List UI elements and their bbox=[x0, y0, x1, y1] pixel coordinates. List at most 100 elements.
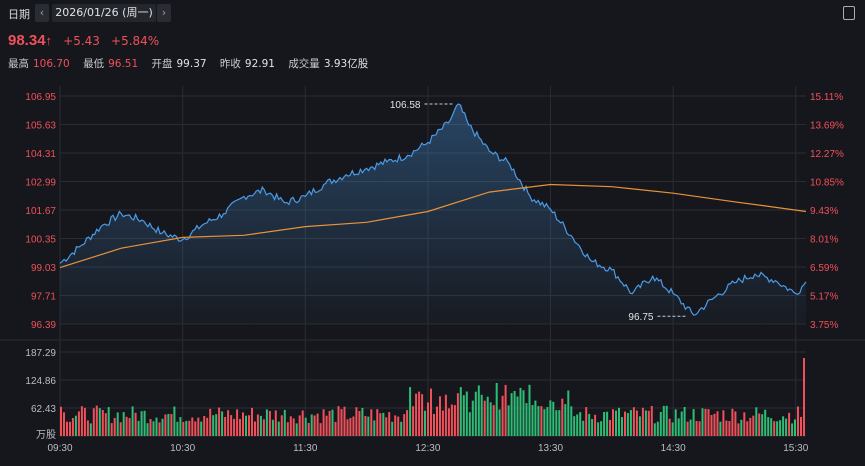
volume-bar bbox=[743, 412, 746, 436]
volume-bar bbox=[203, 416, 206, 436]
volume-bar bbox=[325, 415, 328, 436]
volume-bar bbox=[734, 411, 737, 436]
volume-bar bbox=[131, 406, 134, 436]
volume-bar bbox=[501, 395, 504, 436]
volume-bar bbox=[513, 391, 516, 436]
volume-bar bbox=[403, 414, 406, 436]
volume-bar bbox=[200, 421, 203, 436]
volume-bar bbox=[576, 414, 579, 436]
volume-bar bbox=[549, 400, 552, 436]
volume-tick-label: 124.86 bbox=[25, 376, 56, 387]
volume-bar bbox=[465, 391, 468, 436]
volume-bar bbox=[534, 400, 537, 436]
volume-bar bbox=[594, 414, 597, 436]
volume-bar bbox=[468, 412, 471, 436]
volume-bar bbox=[489, 402, 492, 436]
volume-bar bbox=[582, 420, 585, 436]
volume-bar bbox=[483, 400, 486, 436]
volume-bar bbox=[197, 417, 200, 436]
volume-bar bbox=[424, 410, 426, 436]
volume-bar bbox=[218, 407, 221, 436]
volume-bar bbox=[609, 420, 611, 436]
volume-bar bbox=[340, 409, 343, 436]
volume-bar bbox=[418, 391, 421, 436]
volume-bar bbox=[155, 417, 158, 436]
prev-close-value: 92.91 bbox=[244, 58, 275, 70]
volume-bar bbox=[603, 412, 606, 436]
volume-bar bbox=[447, 408, 450, 436]
volume-bar bbox=[86, 420, 89, 436]
annotation-label: 96.75 bbox=[628, 312, 653, 323]
volume-bar bbox=[612, 409, 614, 436]
prev-day-button[interactable]: ‹ bbox=[35, 4, 49, 22]
date-picker[interactable]: 2026/01/26 (周一) bbox=[52, 4, 156, 22]
price-line bbox=[59, 103, 807, 316]
volume-bar bbox=[570, 406, 573, 436]
volume-bar bbox=[528, 384, 531, 436]
volume-bar bbox=[230, 415, 233, 436]
volume-bar bbox=[304, 417, 307, 436]
volume-bar bbox=[146, 423, 149, 436]
volume-bar bbox=[101, 410, 104, 436]
volume-bar bbox=[794, 419, 796, 436]
quote-row: 98.34↑ +5.43 +5.84% bbox=[8, 30, 159, 50]
volume-bar bbox=[415, 393, 418, 436]
volume-bar bbox=[677, 418, 680, 436]
volume-bar bbox=[92, 408, 95, 436]
y-tick-label-pct: 6.59% bbox=[810, 263, 838, 274]
volume-bar bbox=[298, 415, 301, 436]
x-tick-label: 12:30 bbox=[415, 443, 440, 454]
volume-bar bbox=[671, 422, 674, 436]
volume-bar bbox=[242, 412, 244, 436]
x-tick-label: 10:30 bbox=[170, 443, 195, 454]
volume-bar bbox=[632, 407, 635, 436]
volume-bar bbox=[740, 419, 743, 436]
volume-bar bbox=[656, 421, 659, 436]
volume-bar bbox=[349, 418, 352, 436]
y-tick-label-pct: 9.43% bbox=[810, 206, 838, 217]
volume-bar bbox=[558, 410, 561, 436]
volume-bar bbox=[134, 412, 137, 436]
volume-bar bbox=[400, 421, 403, 436]
volume-bar bbox=[597, 422, 600, 436]
volume-bar bbox=[83, 407, 86, 436]
toolbar: 日期 ‹ 2026/01/26 (周一) › bbox=[0, 0, 865, 26]
volume-bar bbox=[441, 410, 444, 436]
volume-bar bbox=[749, 417, 752, 436]
volume-value: 3.93亿股 bbox=[323, 58, 369, 70]
volume-bar bbox=[635, 410, 638, 436]
volume-bar bbox=[785, 418, 788, 436]
y-tick-label: 99.03 bbox=[31, 263, 56, 274]
volume-bar bbox=[137, 420, 140, 436]
volume-bar bbox=[215, 414, 218, 436]
volume-bar bbox=[791, 423, 794, 436]
open-value: 99.37 bbox=[176, 58, 207, 70]
volume-bar bbox=[564, 404, 567, 436]
volume-bar bbox=[167, 413, 170, 436]
expand-icon[interactable] bbox=[843, 6, 855, 20]
volume-bar bbox=[409, 387, 412, 436]
volume-bar bbox=[143, 410, 146, 436]
volume-bar bbox=[397, 416, 400, 436]
volume-bar bbox=[328, 410, 331, 436]
volume-unit-label: 万股 bbox=[36, 429, 56, 441]
volume-bar bbox=[653, 423, 656, 436]
volume-bar bbox=[624, 411, 626, 436]
volume-bar bbox=[313, 415, 316, 436]
next-day-button[interactable]: › bbox=[157, 4, 171, 22]
volume-bar bbox=[274, 410, 277, 436]
volume-bar bbox=[236, 409, 239, 436]
volume-bar bbox=[295, 423, 298, 436]
volume-bar bbox=[334, 421, 337, 436]
volume-bar bbox=[433, 414, 435, 436]
volume-bar bbox=[376, 409, 379, 436]
volume-bar bbox=[98, 408, 101, 436]
volume-bar bbox=[641, 407, 644, 436]
volume-bar bbox=[71, 418, 74, 436]
volume-bar bbox=[561, 398, 564, 436]
volume-bar bbox=[191, 417, 194, 436]
prev-close-label: 昨收 bbox=[219, 58, 241, 70]
volume-bar bbox=[456, 393, 459, 436]
volume-bar bbox=[800, 417, 802, 436]
